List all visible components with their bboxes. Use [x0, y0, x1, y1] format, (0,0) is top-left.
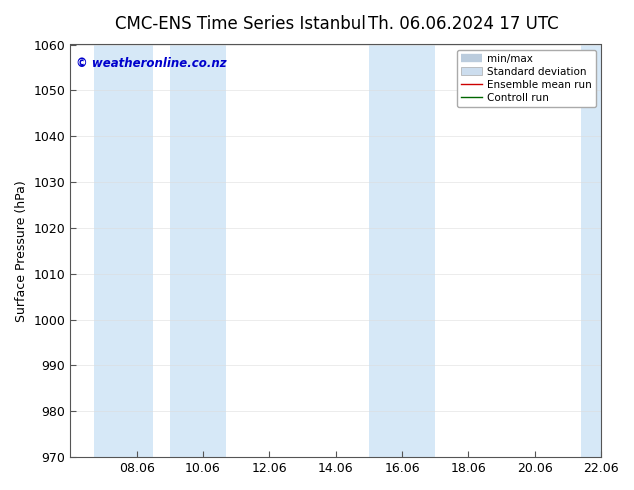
Bar — [369, 45, 436, 457]
Bar — [94, 45, 153, 457]
Bar — [581, 45, 601, 457]
Bar — [170, 45, 226, 457]
Text: Th. 06.06.2024 17 UTC: Th. 06.06.2024 17 UTC — [368, 15, 558, 33]
Legend: min/max, Standard deviation, Ensemble mean run, Controll run: min/max, Standard deviation, Ensemble me… — [457, 49, 596, 107]
Text: © weatheronline.co.nz: © weatheronline.co.nz — [75, 57, 226, 70]
Y-axis label: Surface Pressure (hPa): Surface Pressure (hPa) — [15, 180, 28, 322]
Text: CMC-ENS Time Series Istanbul: CMC-ENS Time Series Istanbul — [115, 15, 366, 33]
